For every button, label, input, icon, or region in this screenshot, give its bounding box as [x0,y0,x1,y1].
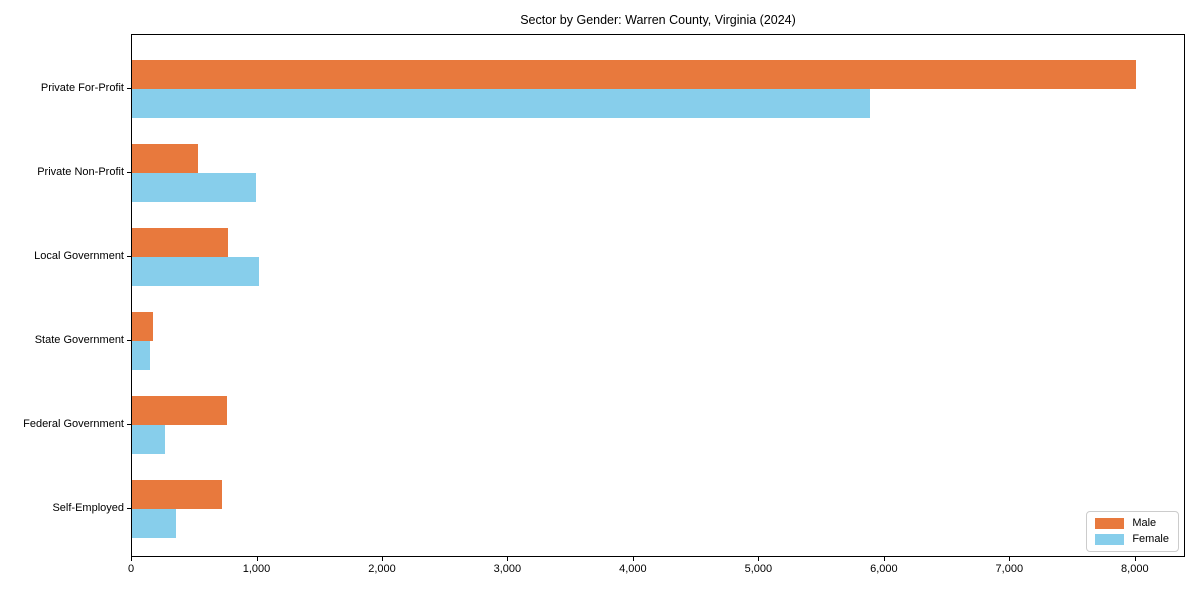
x-tick [507,557,509,561]
y-tick [127,172,131,173]
x-axis-tick-label-8000: 8,000 [1121,563,1149,575]
x-axis-tick-label-4000: 4,000 [619,563,647,575]
bar-female-self-employed [132,509,176,538]
plot-area: Male Female [131,34,1185,557]
bar-female-private-for-profit [132,89,870,118]
x-axis-tick-label-0: 0 [127,563,135,575]
bar-male-private-for-profit [132,60,1136,89]
bar-male-self-employed [132,480,222,509]
bar-male-private-non-profit [132,144,198,173]
x-axis-tick-label-1000: 1,000 [242,563,271,575]
x-axis-tick-label-5000: 5,000 [744,563,773,575]
chart-title: Sector by Gender: Warren County, Virgini… [520,13,796,27]
bar-male-state-government [132,312,154,341]
bar-male-local-government [132,228,228,257]
legend-label-male: Male [1132,517,1157,529]
x-tick [1009,557,1011,561]
legend-swatch-male [1095,518,1125,529]
legend-item-male: Male [1095,518,1169,529]
y-axis-label-federal-government: Federal Government [23,418,124,430]
y-tick [127,88,131,89]
y-tick [127,508,131,509]
bar-female-federal-government [132,425,166,454]
y-tick [127,340,131,341]
legend: Male Female [1086,511,1179,552]
x-tick [131,557,132,561]
x-axis-tick-label-2000: 2,000 [368,563,396,575]
bar-female-local-government [132,257,259,286]
bar-female-state-government [132,341,150,370]
x-tick [758,557,760,561]
x-axis-tick-label-7000: 7,000 [995,563,1024,575]
y-tick [127,424,131,425]
bar-male-federal-government [132,396,227,425]
y-axis-label-private-non-profit: Private Non-Profit [37,166,124,178]
legend-label-female: Female [1132,533,1169,545]
x-axis-tick-label-3000: 3,000 [493,563,522,575]
y-axis-label-private-for-profit: Private For-Profit [40,82,124,94]
x-tick [883,557,885,561]
x-axis-tick-label-6000: 6,000 [870,563,898,575]
x-tick [382,557,383,561]
y-axis-label-state-government: State Government [34,334,124,346]
y-axis-label-local-government: Local Government [34,250,124,262]
x-tick [632,557,634,561]
y-axis-label-self-employed: Self-Employed [52,502,124,514]
legend-swatch-female [1095,534,1125,545]
x-tick [256,557,258,561]
bar-female-private-non-profit [132,173,257,202]
legend-item-female: Female [1095,534,1169,545]
x-tick [1134,557,1136,561]
y-tick [127,256,131,257]
